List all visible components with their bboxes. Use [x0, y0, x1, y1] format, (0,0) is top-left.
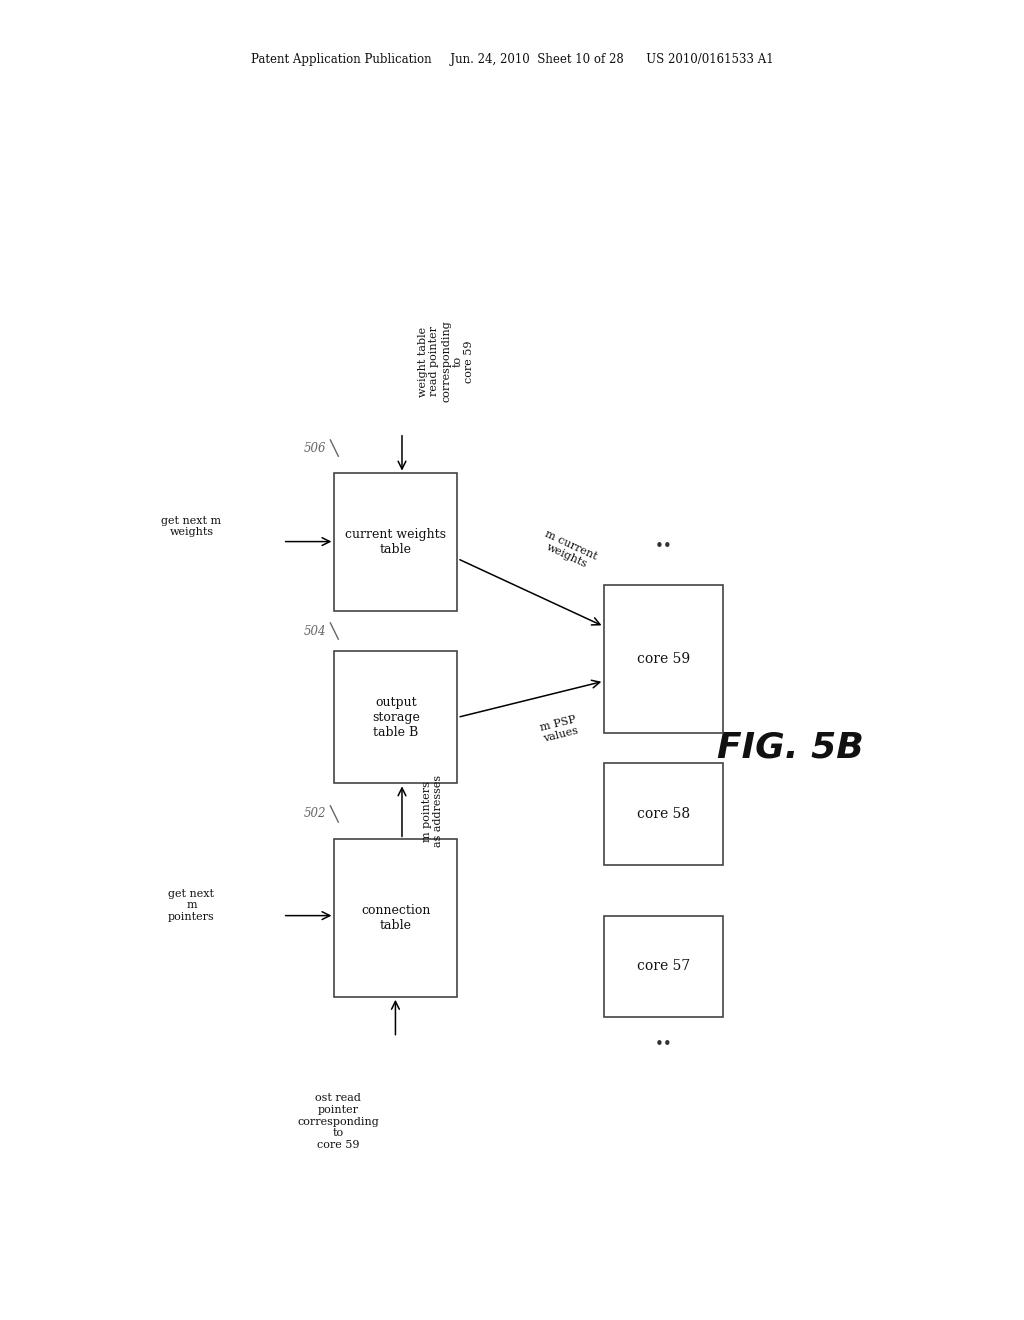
Text: m current
weights: m current weights [539, 529, 599, 573]
Text: ost read
pointer
corresponding
to
core 59: ost read pointer corresponding to core 5… [297, 1093, 379, 1150]
Text: ••: •• [654, 539, 673, 554]
Text: get next m
weights: get next m weights [162, 516, 221, 537]
Text: ••: •• [654, 1038, 673, 1052]
Text: current weights
table: current weights table [345, 528, 446, 556]
Text: 506: 506 [304, 442, 327, 454]
Text: FIG. 5B: FIG. 5B [717, 731, 864, 764]
Bar [334, 474, 458, 611]
Bar [604, 916, 723, 1018]
Text: output
storage
table B: output storage table B [372, 696, 420, 739]
Text: 502: 502 [304, 808, 327, 821]
Text: weight table
read pointer
corresponding
to
core 59: weight table read pointer corresponding … [418, 321, 474, 403]
Text: m pointers
as addresses: m pointers as addresses [422, 775, 443, 847]
Text: 504: 504 [304, 624, 327, 638]
Bar [604, 763, 723, 865]
Text: m PSP
values: m PSP values [539, 714, 580, 744]
Bar [604, 585, 723, 733]
Bar [334, 651, 458, 784]
Text: core 58: core 58 [637, 807, 690, 821]
Text: connection
table: connection table [361, 904, 430, 932]
Text: core 57: core 57 [637, 960, 690, 973]
Bar [334, 840, 458, 997]
Text: core 59: core 59 [637, 652, 690, 667]
Text: Patent Application Publication     Jun. 24, 2010  Sheet 10 of 28      US 2010/01: Patent Application Publication Jun. 24, … [251, 53, 773, 66]
Text: get next
m
pointers: get next m pointers [168, 888, 215, 923]
